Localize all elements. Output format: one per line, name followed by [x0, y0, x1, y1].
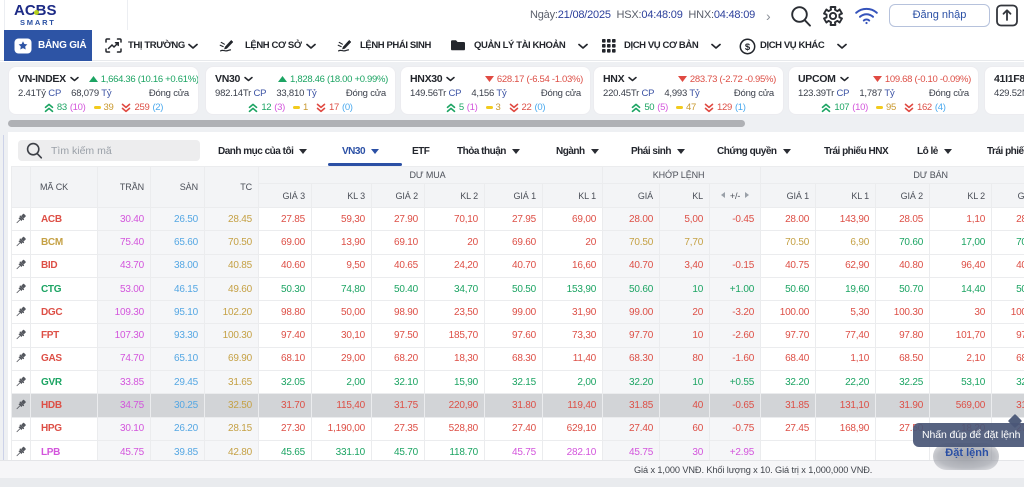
svg-text:$: $ — [745, 42, 751, 53]
